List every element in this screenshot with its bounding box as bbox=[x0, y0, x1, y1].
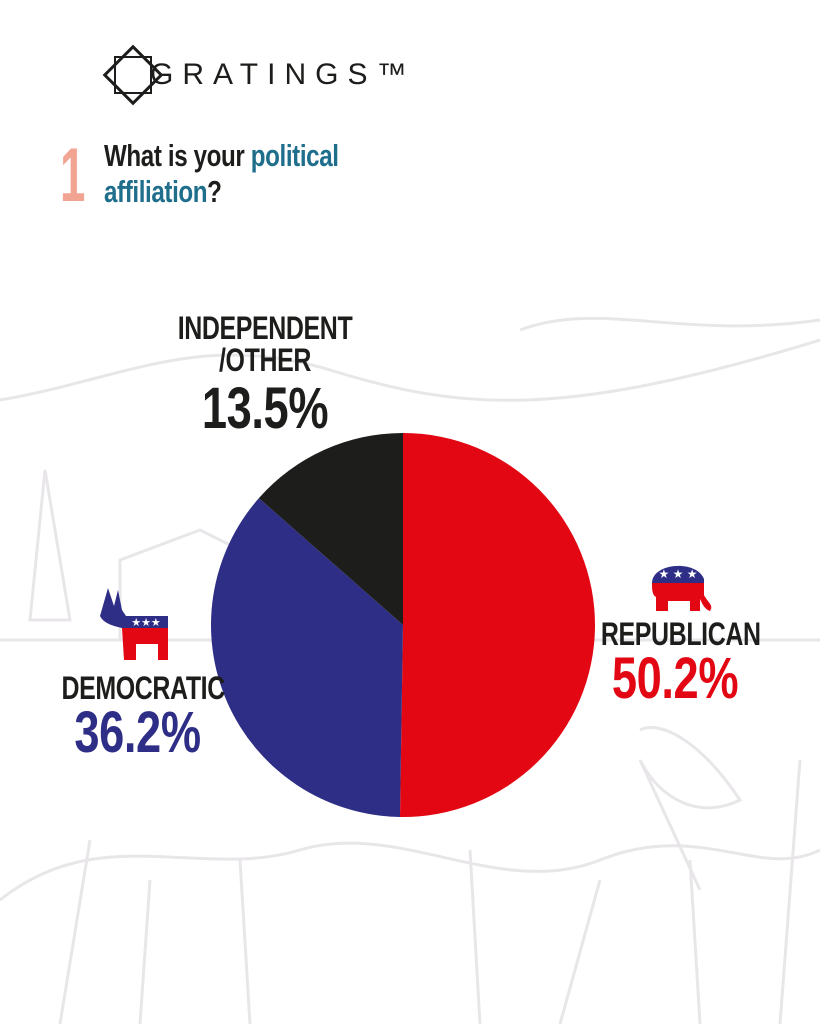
value-label: 13.5% bbox=[201, 376, 329, 441]
logo-mark bbox=[102, 44, 164, 106]
pie-slice bbox=[210, 498, 403, 817]
category-label: DEMOCRATIC bbox=[61, 670, 225, 706]
question-highlight: affiliation bbox=[104, 174, 208, 209]
democratic-icon: ★★★ bbox=[100, 588, 168, 660]
question-part: What is your bbox=[104, 138, 245, 173]
brand: GRATINGS™ bbox=[150, 58, 416, 91]
svg-text:★ ★ ★: ★ ★ ★ bbox=[659, 567, 698, 581]
question-number: 1 bbox=[60, 133, 86, 218]
svg-text:★★★: ★★★ bbox=[131, 617, 161, 629]
label-group: DEMOCRATIC 36.2% bbox=[40, 672, 235, 762]
question-part: ? bbox=[207, 174, 222, 209]
label-group: INDEPENDENT /OTHER 13.5% bbox=[150, 312, 380, 438]
label-group: REPUBLICAN 50.2% bbox=[580, 618, 770, 708]
republican-icon: ★ ★ ★ bbox=[652, 565, 712, 611]
question-text: What is your political affiliation? bbox=[104, 138, 361, 210]
pie-slice bbox=[399, 433, 595, 817]
question-highlight: political bbox=[250, 138, 339, 173]
value-label: 50.2% bbox=[611, 646, 739, 711]
category-label: REPUBLICAN bbox=[600, 616, 761, 652]
pie-slice bbox=[258, 433, 403, 625]
value-label: 36.2% bbox=[74, 700, 201, 765]
category-label: INDEPENDENT /OTHER bbox=[177, 310, 353, 378]
